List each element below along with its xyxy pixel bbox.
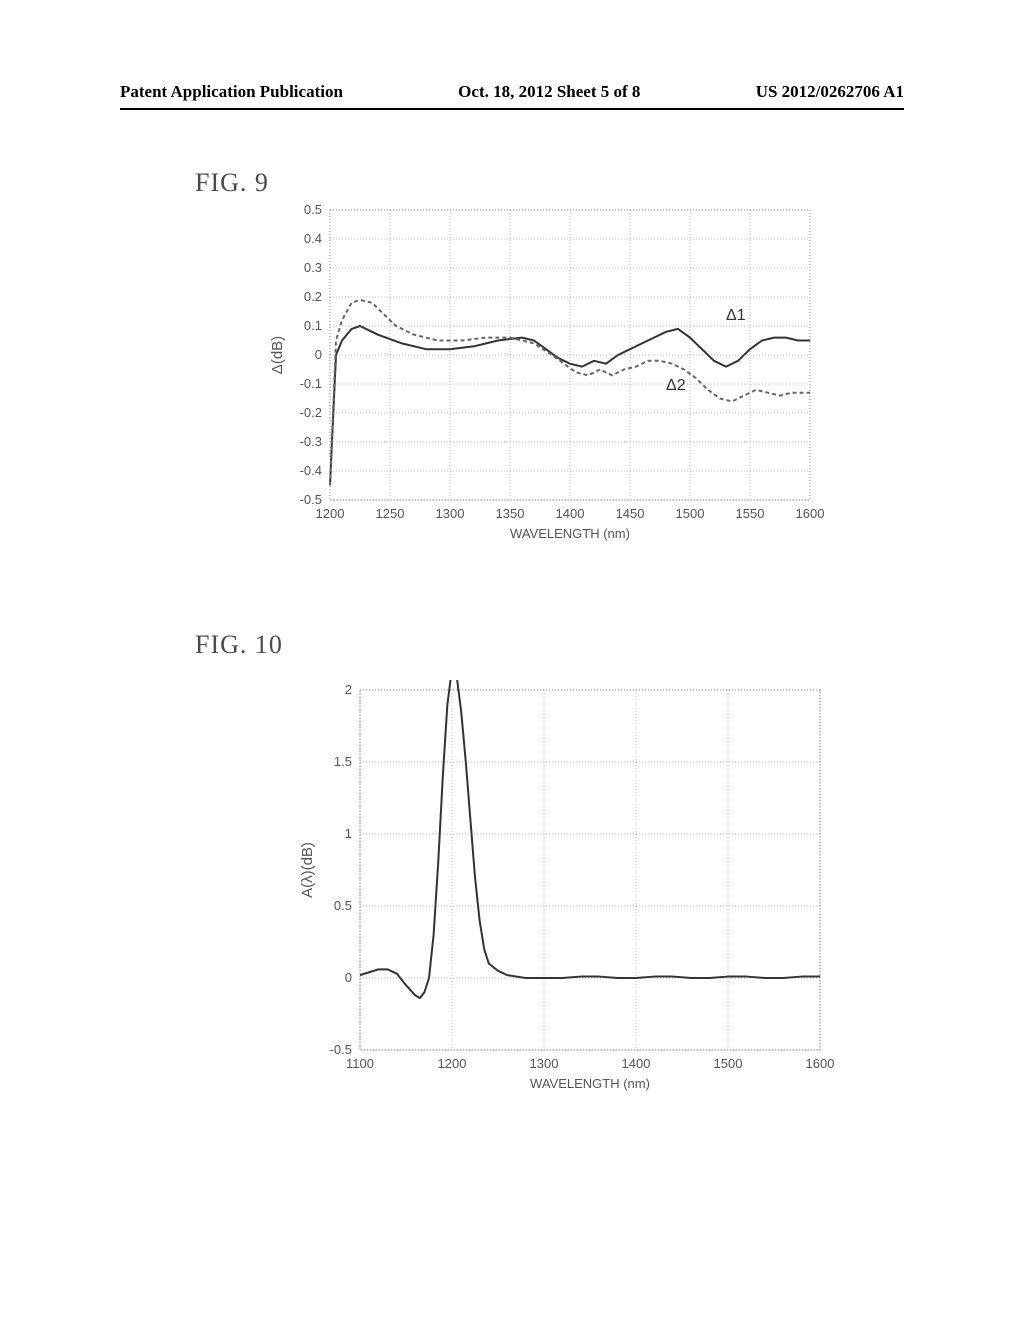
- svg-text:0: 0: [345, 970, 352, 985]
- svg-text:A(λ)(dB): A(λ)(dB): [299, 842, 316, 898]
- svg-text:1.5: 1.5: [334, 754, 352, 769]
- svg-text:1550: 1550: [736, 506, 765, 521]
- svg-text:1500: 1500: [714, 1056, 743, 1071]
- svg-text:0.4: 0.4: [304, 231, 322, 246]
- page-header: Patent Application Publication Oct. 18, …: [0, 82, 1024, 102]
- figure-10-svg: 1100 1200 1300 1400 1500 1600 -0.5 0 0.5 1 1.5 2 WAV…: [280, 680, 840, 1110]
- header-rule: [120, 108, 904, 110]
- svg-text:0.5: 0.5: [304, 202, 322, 217]
- svg-text:0: 0: [315, 347, 322, 362]
- svg-text:1300: 1300: [530, 1056, 559, 1071]
- svg-text:1100: 1100: [346, 1056, 374, 1071]
- figure-9-chart: 1200 1250 1300 1350 1400 1450 1500 1550 1600 -0.5…: [260, 200, 830, 550]
- svg-text:-0.5: -0.5: [330, 1042, 352, 1057]
- svg-text:WAVELENGTH (nm): WAVELENGTH (nm): [530, 1076, 650, 1091]
- svg-text:WAVELENGTH (nm): WAVELENGTH (nm): [510, 526, 630, 541]
- figure-10-chart: 1100 1200 1300 1400 1500 1600 -0.5 0 0.5 1 1.5 2 WAV…: [280, 680, 840, 1110]
- header-center: Oct. 18, 2012 Sheet 5 of 8: [458, 82, 640, 102]
- figure-9-svg: 1200 1250 1300 1350 1400 1450 1500 1550 1600 -0.5…: [260, 200, 830, 550]
- figure-9-label: FIG. 9: [195, 168, 269, 198]
- svg-text:0.5: 0.5: [334, 898, 352, 913]
- svg-text:1500: 1500: [676, 506, 705, 521]
- svg-text:1600: 1600: [806, 1056, 835, 1071]
- svg-text:1250: 1250: [376, 506, 405, 521]
- svg-text:-0.4: -0.4: [300, 463, 322, 478]
- svg-text:1400: 1400: [556, 506, 585, 521]
- svg-text:Δ(dB): Δ(dB): [269, 336, 286, 374]
- header-right: US 2012/0262706 A1: [756, 82, 904, 102]
- header-left: Patent Application Publication: [120, 82, 343, 102]
- svg-text:1200: 1200: [316, 506, 345, 521]
- svg-text:0.2: 0.2: [304, 289, 322, 304]
- figure-10-label: FIG. 10: [195, 630, 283, 660]
- svg-text:1: 1: [345, 826, 352, 841]
- svg-text:Δ2: Δ2: [666, 377, 686, 394]
- svg-text:-0.1: -0.1: [300, 376, 322, 391]
- svg-text:-0.2: -0.2: [300, 405, 322, 420]
- svg-text:-0.5: -0.5: [300, 492, 322, 507]
- svg-text:1300: 1300: [436, 506, 465, 521]
- svg-text:1450: 1450: [616, 506, 645, 521]
- svg-text:1600: 1600: [796, 506, 825, 521]
- svg-text:2: 2: [345, 682, 352, 697]
- svg-text:-0.3: -0.3: [300, 434, 322, 449]
- svg-text:1400: 1400: [622, 1056, 651, 1071]
- svg-text:1350: 1350: [496, 506, 525, 521]
- svg-text:0.1: 0.1: [304, 318, 322, 333]
- svg-text:Δ1: Δ1: [726, 307, 746, 324]
- svg-text:0.3: 0.3: [304, 260, 322, 275]
- svg-text:1200: 1200: [438, 1056, 467, 1071]
